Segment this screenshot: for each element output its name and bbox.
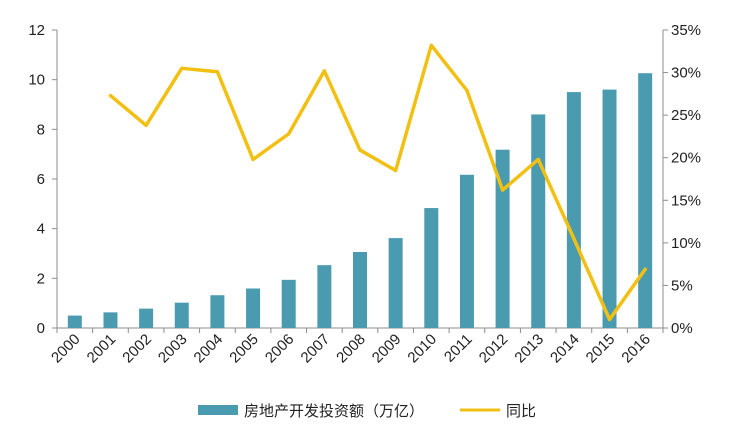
line-point — [108, 93, 113, 98]
x-tick-label: 2015 — [583, 331, 619, 367]
bar — [317, 265, 332, 328]
line-point — [536, 157, 540, 162]
x-tick-label: 2003 — [155, 331, 191, 367]
legend-bar-swatch — [198, 405, 238, 415]
bar — [103, 312, 118, 328]
bar — [67, 315, 82, 328]
bar — [353, 252, 367, 328]
line-point — [358, 148, 362, 152]
bar — [459, 174, 474, 328]
left-tick-label: 0 — [37, 320, 45, 337]
legend-bar-label: 房地产开发投资额（万亿） — [244, 402, 424, 420]
bar — [174, 302, 189, 328]
x-tick-label: 2001 — [84, 331, 120, 367]
x-tick-label: 2006 — [262, 331, 298, 367]
bar-series — [67, 73, 653, 329]
left-tick-label: 8 — [37, 121, 45, 138]
left-tick-label: 6 — [37, 171, 45, 188]
x-tick-label: 2014 — [547, 331, 583, 367]
left-axis-ticks: 0 2 4 6 8 10 12 — [28, 22, 57, 337]
bar — [424, 208, 439, 328]
right-tick-label: 5% — [671, 277, 693, 294]
right-axis-ticks: 0% 5% 10% 15% 20% 25% 30% 35% — [663, 22, 701, 337]
bar — [531, 114, 546, 328]
right-tick-label: 15% — [671, 192, 701, 209]
x-tick-label: 2012 — [476, 331, 512, 367]
line-point — [322, 69, 326, 73]
x-tick-label: 2011 — [441, 331, 476, 366]
left-tick-label: 12 — [28, 22, 45, 39]
x-tick-label: 2002 — [119, 331, 155, 367]
x-tick-label: 2008 — [333, 331, 369, 367]
line-point — [429, 43, 433, 47]
line-point — [180, 66, 184, 70]
x-tick-label: 2005 — [226, 331, 262, 367]
line-series — [108, 43, 647, 322]
bar — [139, 308, 154, 328]
legend: 房地产开发投资额（万亿） 同比 — [198, 402, 536, 420]
right-tick-label: 30% — [671, 65, 701, 82]
bar — [246, 288, 261, 328]
left-tick-label: 10 — [28, 72, 45, 89]
bar — [638, 73, 653, 329]
line-point — [607, 317, 612, 322]
right-tick-label: 25% — [671, 107, 701, 124]
x-tick-label: 2010 — [405, 331, 441, 367]
x-tick-label: 2016 — [618, 331, 654, 367]
x-tick-label: 2007 — [298, 331, 334, 367]
bar — [388, 238, 403, 328]
line-point — [394, 168, 398, 173]
bar — [210, 295, 225, 328]
bar — [566, 92, 581, 328]
line-point — [251, 157, 255, 162]
line-point — [643, 267, 647, 271]
right-tick-label: 35% — [671, 22, 701, 39]
x-tick-label: 2004 — [191, 331, 227, 367]
bar — [602, 89, 617, 328]
left-tick-label: 4 — [37, 221, 45, 238]
bar — [495, 149, 510, 328]
x-tick-label: 2000 — [48, 331, 84, 367]
line-point — [287, 132, 291, 136]
line-point — [465, 88, 469, 93]
right-tick-label: 0% — [671, 320, 693, 337]
line-point — [500, 188, 505, 192]
legend-line-label: 同比 — [506, 402, 536, 420]
right-tick-label: 10% — [671, 235, 701, 252]
line-point — [572, 237, 576, 241]
x-tick-label: 2013 — [511, 331, 547, 367]
line-point — [215, 70, 220, 74]
right-tick-label: 20% — [671, 150, 701, 167]
x-tick-label: 2009 — [369, 331, 405, 367]
x-axis-ticks: 2000 2001 2002 2003 2004 2005 2006 2007 2008 2009… — [48, 328, 664, 367]
left-tick-label: 2 — [37, 270, 45, 287]
line-point — [144, 123, 148, 127]
line-path — [108, 43, 647, 322]
bar — [281, 279, 296, 328]
